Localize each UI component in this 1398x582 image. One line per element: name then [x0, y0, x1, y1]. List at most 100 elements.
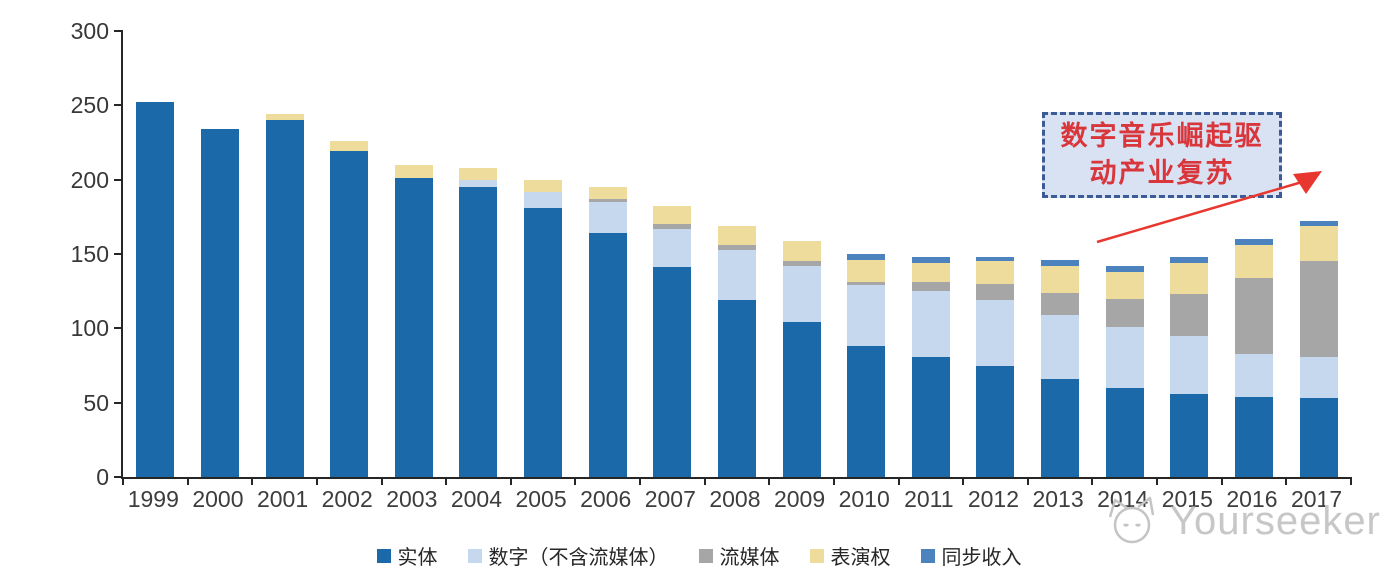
y-axis-tick-mark: [114, 104, 123, 107]
legend-label: 数字（不含流媒体）: [488, 547, 669, 569]
bar-segment: [976, 257, 1015, 262]
bar-segment: [847, 259, 886, 283]
bar-segment: [976, 283, 1015, 301]
bar-segment: [265, 114, 304, 121]
legend-item-1: 数字（不含流媒体）: [467, 541, 669, 570]
bar-segment: [911, 291, 950, 357]
x-axis-tick-mark: [380, 477, 383, 485]
bar-segment: [136, 102, 175, 477]
bar-slot-2009: [769, 31, 834, 477]
bar-segment: [1299, 356, 1338, 399]
bar-segment: [976, 300, 1015, 366]
bar-segment: [653, 228, 692, 268]
x-axis-tick-mark: [186, 477, 189, 485]
stacked-bar-2001: [265, 114, 304, 477]
bar-segment: [265, 120, 304, 477]
stacked-bar-2004: [459, 167, 498, 477]
y-axis-tick-label: 250: [70, 92, 109, 119]
stacked-bar-2009: [782, 240, 821, 477]
x-axis-tick-mark: [1026, 477, 1029, 485]
x-axis-label-2007: 2007: [644, 486, 696, 512]
x-axis-tick-mark: [251, 477, 254, 485]
stacked-bar-2010: [847, 254, 886, 477]
stacked-bar-1999: [136, 102, 175, 477]
x-axis-tick-mark: [574, 477, 577, 485]
bar-segment: [653, 206, 692, 225]
bar-segment: [653, 224, 692, 229]
bar-segment: [717, 300, 756, 477]
legend-item-0: 实体: [376, 541, 438, 570]
legend-swatch-icon: [698, 548, 713, 563]
bar-segment: [976, 365, 1015, 477]
bar-segment: [847, 285, 886, 347]
bar-segment: [911, 262, 950, 283]
bar-segment: [1170, 262, 1209, 295]
bar-segment: [1234, 277, 1273, 354]
bar-segment: [653, 267, 692, 477]
x-axis-tick-mark: [1350, 477, 1352, 485]
x-axis-label-2016: 2016: [1226, 486, 1278, 512]
bar-segment: [588, 233, 627, 477]
bar-segment: [394, 164, 433, 179]
watermark: Yourseeker: [1100, 495, 1381, 547]
stacked-bar-2013: [1041, 259, 1080, 477]
x-axis-label-2011: 2011: [904, 486, 954, 512]
legend-label: 表演权: [830, 547, 891, 569]
bar-segment: [459, 167, 498, 180]
stacked-bar-2002: [330, 141, 369, 477]
annotation-text-line1: 数字音乐崛起驱: [1060, 121, 1264, 151]
y-axis-tick-mark: [114, 327, 123, 330]
x-axis-label-2015: 2015: [1161, 486, 1213, 512]
x-axis-tick-mark: [509, 477, 512, 485]
stacked-bar-2017: [1299, 221, 1338, 477]
x-axis-label-1999: 1999: [127, 486, 179, 512]
y-axis-tick-label: 0: [96, 464, 109, 490]
legend-item-4: 同步收入: [920, 541, 1022, 570]
bar-segment: [1299, 261, 1338, 357]
bar-segment: [976, 261, 1015, 284]
x-axis-tick-mark: [703, 477, 706, 485]
bar-segment: [782, 261, 821, 266]
stacked-bar-2015: [1170, 257, 1209, 477]
bar-slot-2003: [382, 31, 447, 477]
x-axis-tick-mark: [897, 477, 900, 485]
legend-label: 实体: [397, 547, 438, 569]
x-axis-label-2013: 2013: [1032, 486, 1084, 512]
bar-slot-2013: [1028, 31, 1093, 477]
x-axis-label-2008: 2008: [709, 486, 761, 512]
bar-segment: [588, 187, 627, 199]
bar-segment: [394, 178, 433, 477]
x-axis-label-2002: 2002: [321, 486, 373, 512]
bar-segment: [1041, 314, 1080, 379]
annotation-text-line2: 动产业复苏: [1089, 158, 1235, 188]
bar-segment: [1041, 292, 1080, 315]
stacked-bar-2007: [653, 206, 692, 477]
bar-segment: [588, 201, 627, 234]
x-axis-label-2010: 2010: [838, 486, 890, 512]
x-axis-tick-mark: [962, 477, 965, 485]
bar-segment: [1299, 221, 1338, 226]
bar-segment: [1299, 225, 1338, 262]
y-axis-tick-label: 100: [70, 315, 109, 342]
bar-segment: [847, 282, 886, 286]
stacked-bar-2016: [1234, 239, 1273, 477]
bar-segment: [524, 179, 563, 192]
bar-segment: [1041, 265, 1080, 293]
bar-segment: [1234, 353, 1273, 397]
legend-swatch-icon: [809, 548, 824, 563]
bar-slot-2008: [705, 31, 770, 477]
bar-segment: [524, 207, 563, 477]
y-axis-tick-mark: [114, 401, 123, 404]
x-axis-tick-mark: [1091, 477, 1094, 485]
legend-item-3: 表演权: [809, 541, 891, 570]
bar-segment: [911, 282, 950, 292]
y-axis-tick-mark: [114, 30, 123, 32]
bar-segment: [1170, 335, 1209, 394]
bar-segment: [330, 141, 369, 152]
plot-area: 0 50 100 150 200 250 300: [71, 19, 1352, 489]
legend-item-2: 流媒体: [698, 541, 780, 570]
bar-segment: [588, 199, 627, 202]
bar-slot-1999: [123, 31, 188, 477]
x-axis-label-2005: 2005: [515, 486, 567, 512]
